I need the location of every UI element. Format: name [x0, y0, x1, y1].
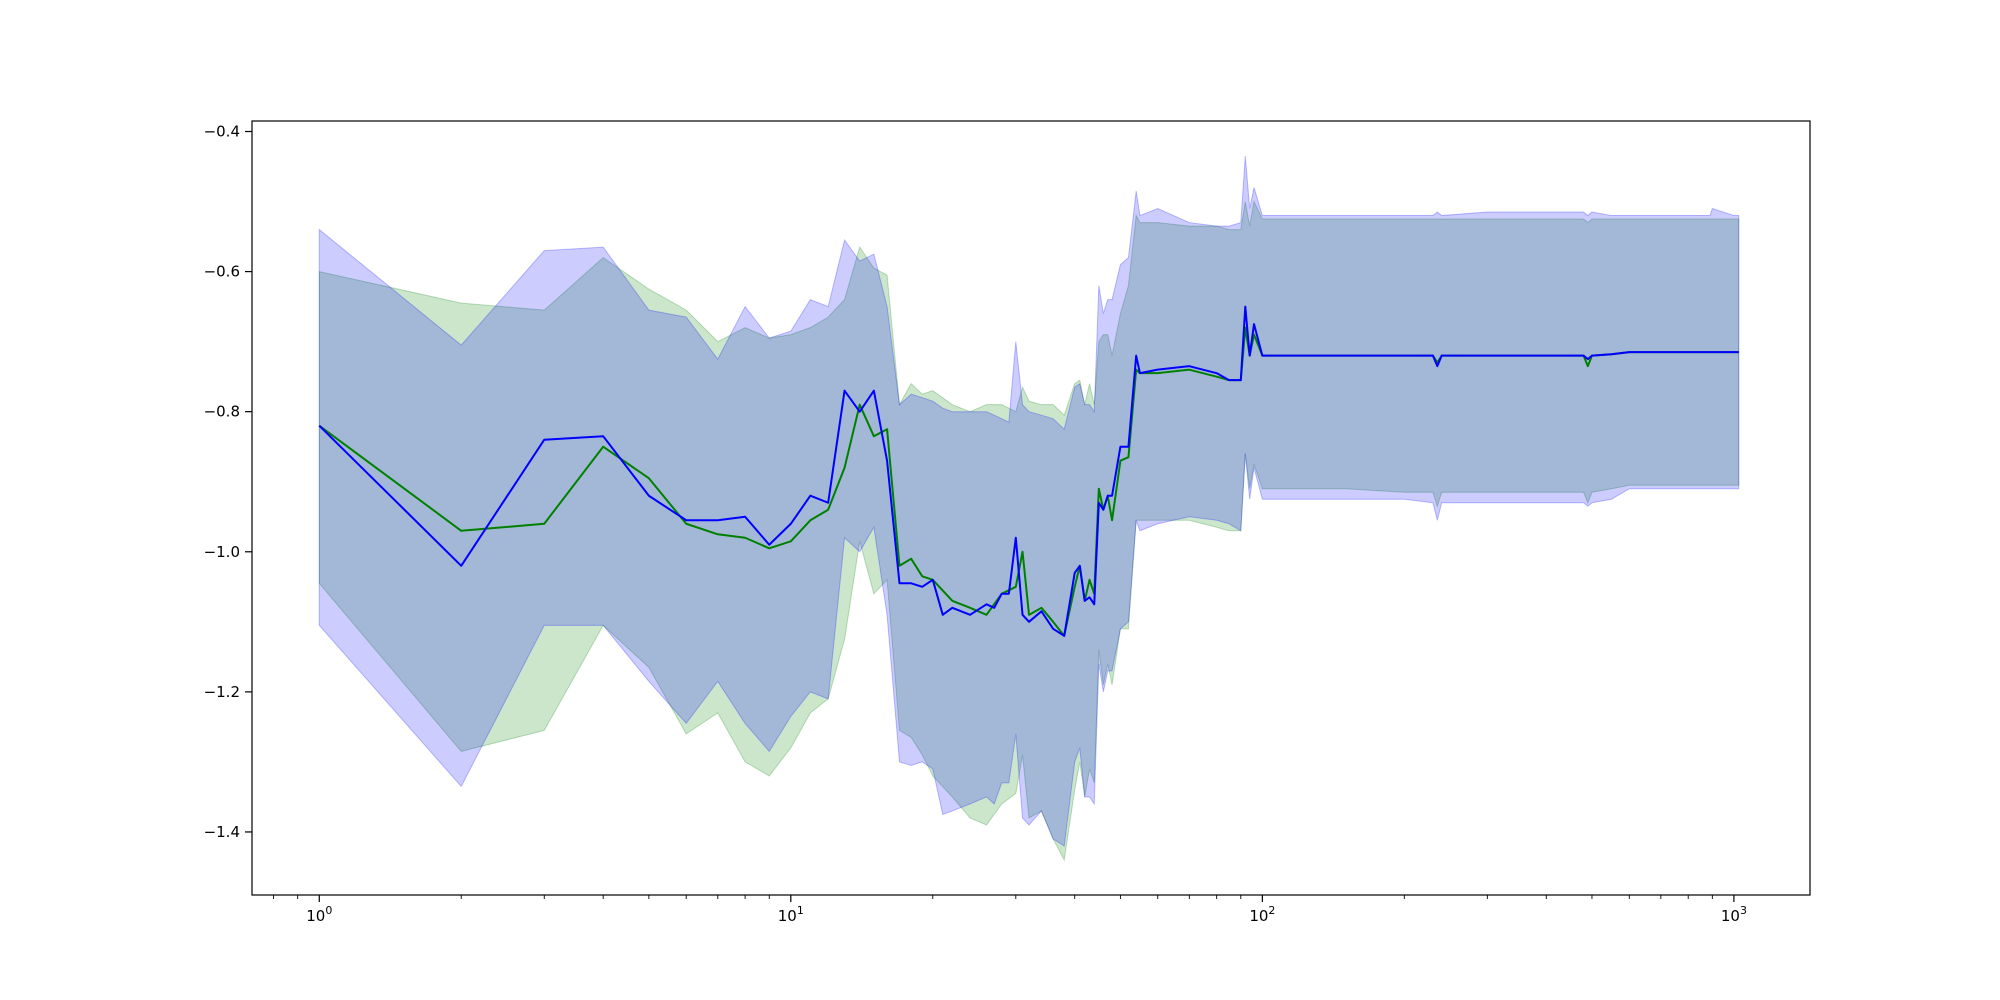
- y-axis: −0.4 −0.6 −0.8 −1.0 −1.2 −1.4: [204, 123, 252, 841]
- y-tick-label-4: −1.2: [204, 683, 240, 701]
- x-axis: 100 101 102 103: [273, 895, 1747, 925]
- x-tick-label-0: 100: [306, 904, 332, 925]
- x-tick-label-2: 102: [1249, 904, 1275, 925]
- y-tick-label-1: −0.6: [204, 263, 240, 281]
- series-1-band: [318, 199, 1740, 862]
- series-2-band: [318, 155, 1740, 847]
- plot-area-frame: [251, 120, 1811, 896]
- series-2-line: [318, 305, 1739, 637]
- y-tick-label-3: −1.0: [204, 543, 240, 561]
- x-tick-label-1: 101: [778, 904, 804, 925]
- series-lines: [318, 305, 1739, 637]
- confidence-bands: [318, 155, 1740, 862]
- y-tick-label-5: −1.4: [204, 823, 240, 841]
- y-tick-label-2: −0.8: [204, 403, 240, 421]
- y-tick-label-0: −0.4: [204, 123, 240, 141]
- x-tick-label-3: 103: [1721, 904, 1747, 925]
